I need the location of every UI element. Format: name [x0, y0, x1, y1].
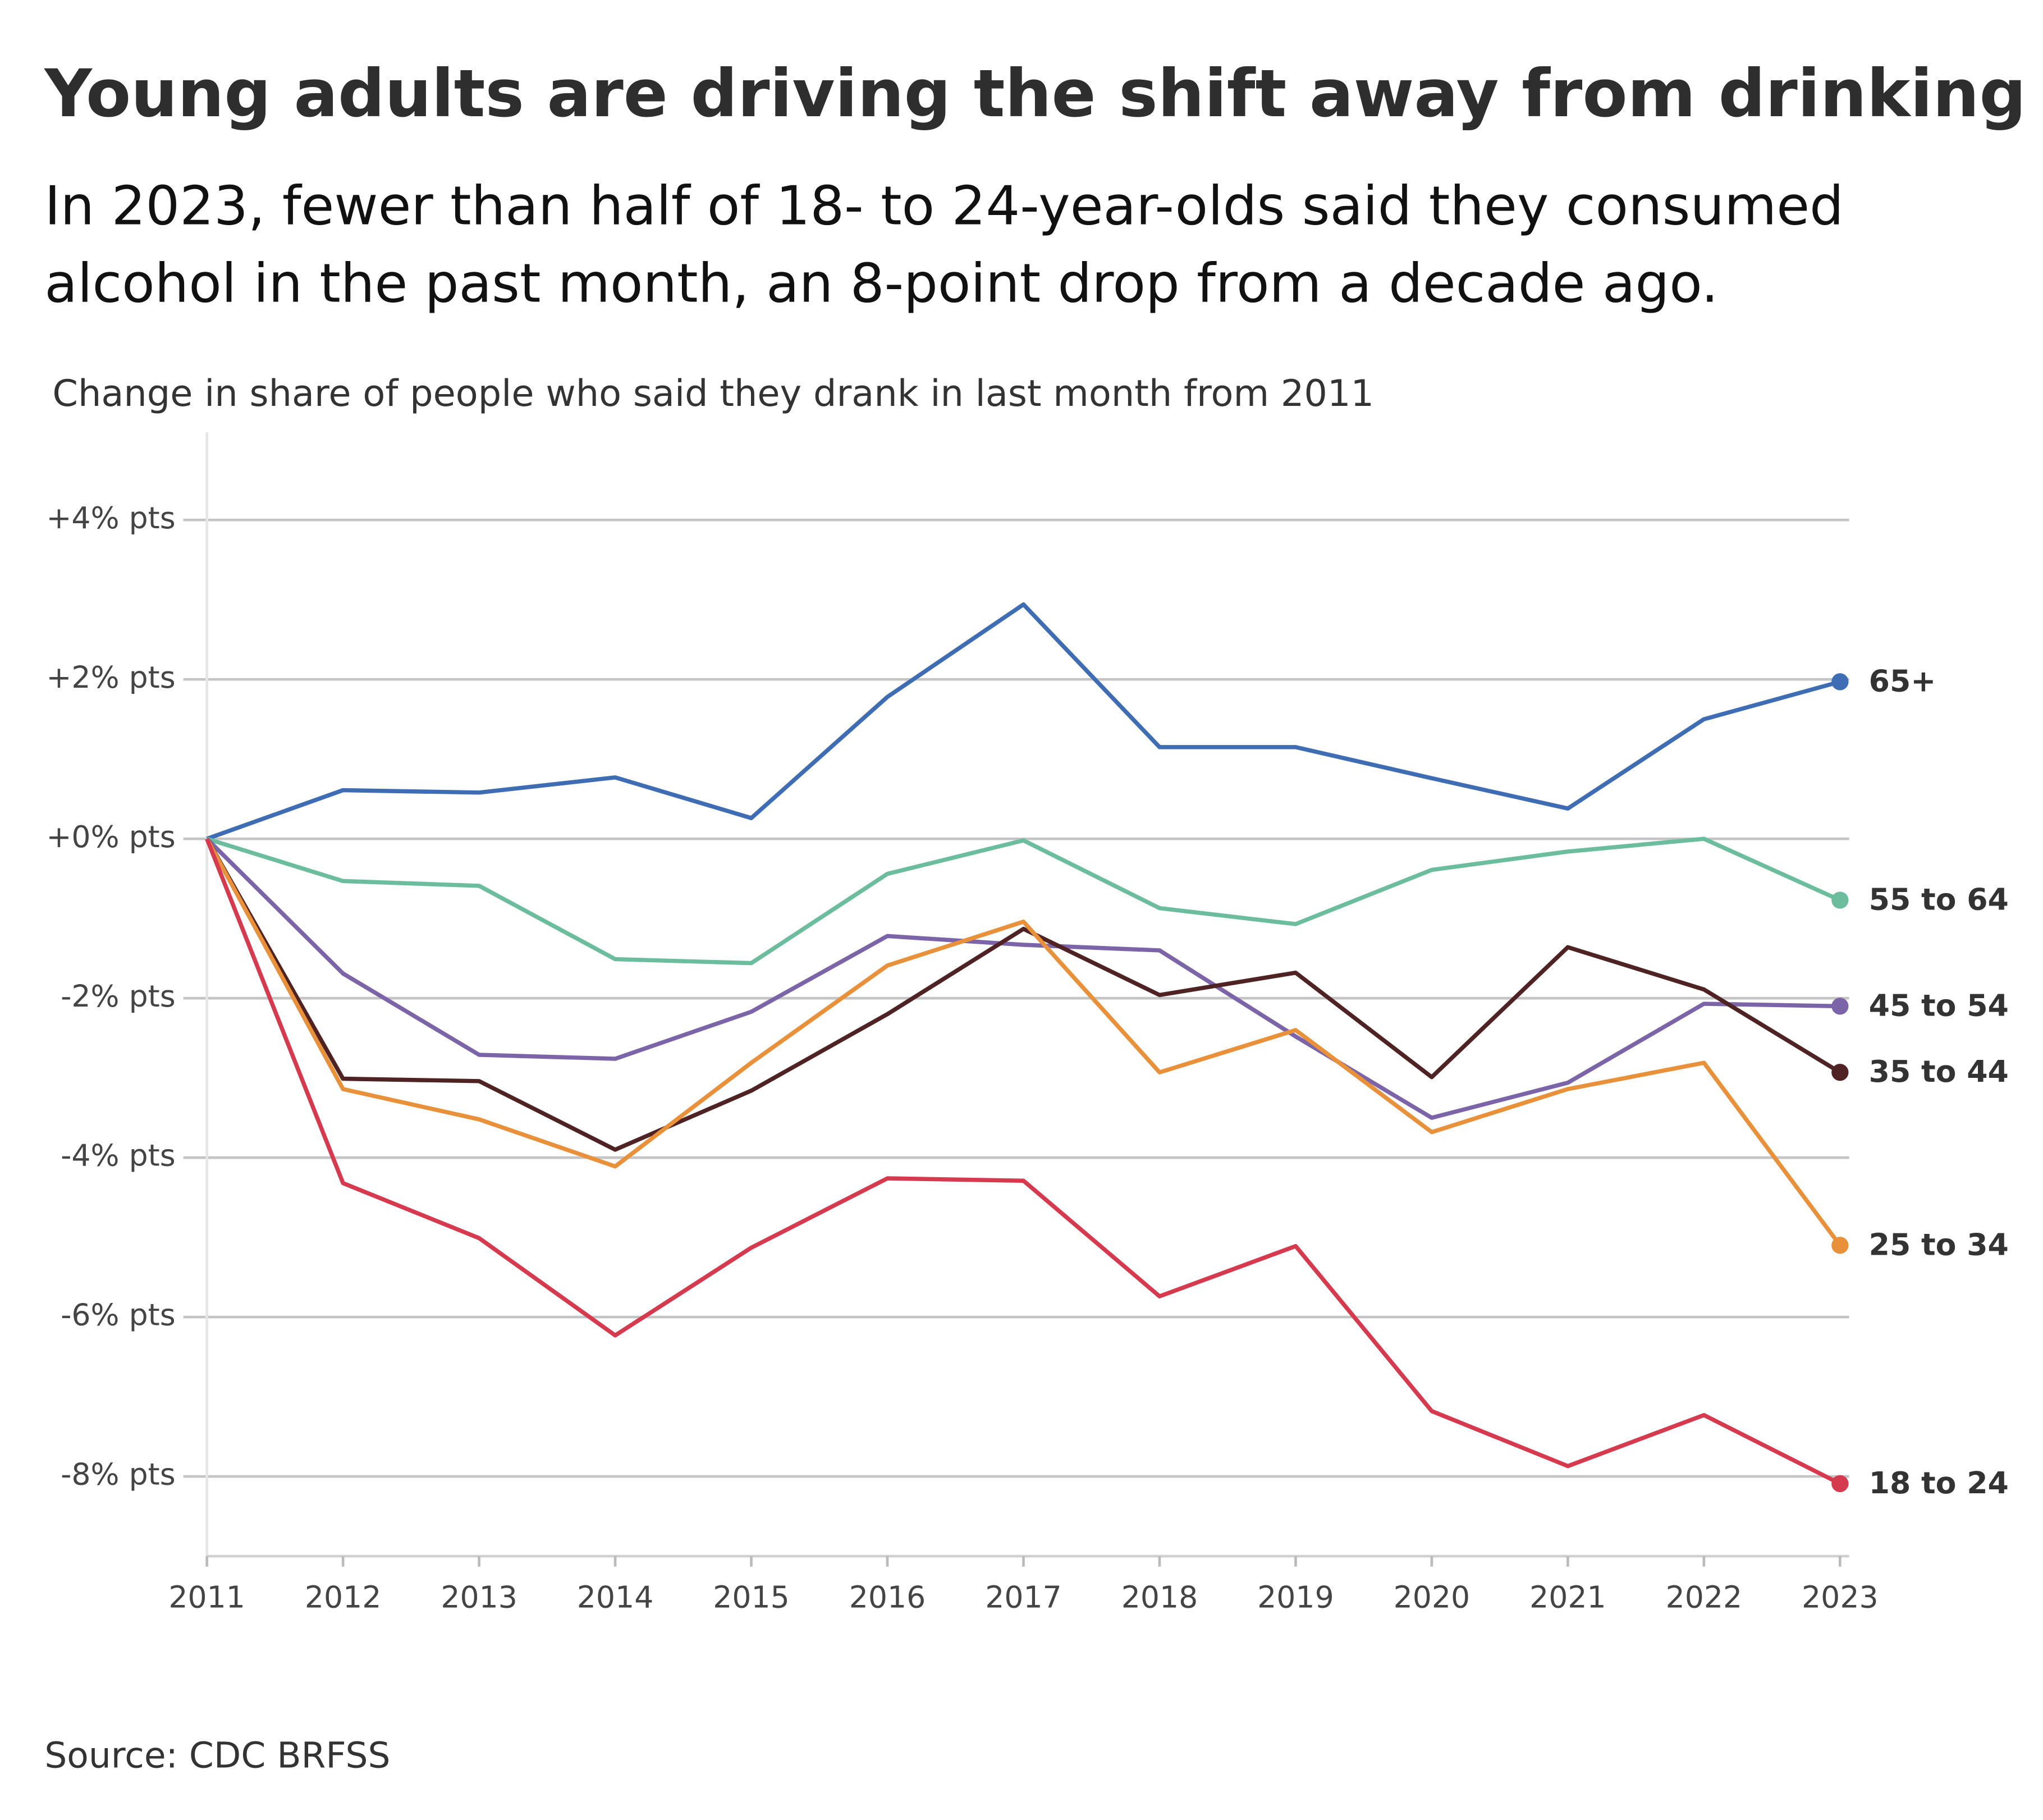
- end-point: [1831, 1237, 1849, 1254]
- source: Source: CDC BRFSS: [44, 1735, 390, 1776]
- y-tick-label: -4% pts: [61, 1138, 176, 1173]
- series-label: 18 to 24: [1869, 1465, 2009, 1501]
- series-label: 65+: [1869, 663, 1936, 698]
- x-tick-label: 2020: [1394, 1580, 1471, 1615]
- end-point: [1831, 1475, 1849, 1492]
- x-tick-label: 2014: [577, 1580, 654, 1615]
- x-tick-label: 2023: [1802, 1580, 1879, 1615]
- y-tick-label: +0% pts: [46, 819, 175, 854]
- axis-title: Change in share of people who said they …: [52, 372, 1374, 415]
- series-line: [205, 838, 1842, 1247]
- y-tick-label: -2% pts: [61, 978, 176, 1014]
- series-line: [206, 602, 1841, 841]
- x-tick-label: 2016: [849, 1580, 926, 1615]
- end-point: [1831, 673, 1849, 690]
- end-point: [1831, 891, 1849, 909]
- x-tick-label: 2018: [1121, 1580, 1198, 1615]
- series-label: 25 to 34: [1869, 1227, 2009, 1262]
- x-tick-label: 2013: [441, 1580, 517, 1615]
- end-point: [1831, 1064, 1849, 1081]
- chart-title: Young adults are driving the shift away …: [43, 56, 2026, 132]
- x-tick-label: 2019: [1257, 1580, 1334, 1615]
- y-tick-label: -6% pts: [61, 1297, 176, 1333]
- series-label: 35 to 44: [1869, 1054, 2009, 1089]
- series-label: 45 to 54: [1869, 987, 2009, 1023]
- series-line: [205, 837, 1840, 1120]
- x-tick-label: 2012: [305, 1580, 382, 1615]
- chart-subtitle: alcohol in the past month, an 8-point dr…: [44, 251, 1718, 314]
- x-tick-label: 2017: [985, 1580, 1062, 1615]
- series-label: 55 to 64: [1869, 881, 2009, 917]
- y-tick-label: +4% pts: [46, 500, 175, 536]
- x-tick-label: 2011: [168, 1580, 245, 1615]
- series-line: [206, 836, 1841, 966]
- x-tick-label: 2022: [1666, 1580, 1743, 1615]
- x-tick-label: 2021: [1529, 1580, 1606, 1615]
- x-tick-label: 2015: [713, 1580, 790, 1615]
- series-line: [205, 838, 1842, 1152]
- end-point: [1831, 998, 1849, 1015]
- series-line: [205, 838, 1842, 1486]
- y-tick-label: +2% pts: [46, 660, 175, 695]
- chart-subtitle: In 2023, fewer than half of 18- to 24-ye…: [44, 175, 1844, 237]
- y-tick-label: -8% pts: [61, 1457, 176, 1492]
